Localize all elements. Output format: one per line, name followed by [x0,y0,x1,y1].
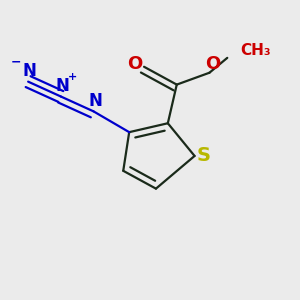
Text: N: N [56,77,69,95]
Text: −: − [11,56,21,69]
Text: N: N [88,92,102,110]
Text: N: N [23,62,37,80]
Text: S: S [196,146,211,165]
Text: O: O [205,55,220,73]
Text: +: + [68,72,77,82]
Text: CH₃: CH₃ [241,43,271,58]
Text: O: O [128,55,143,73]
